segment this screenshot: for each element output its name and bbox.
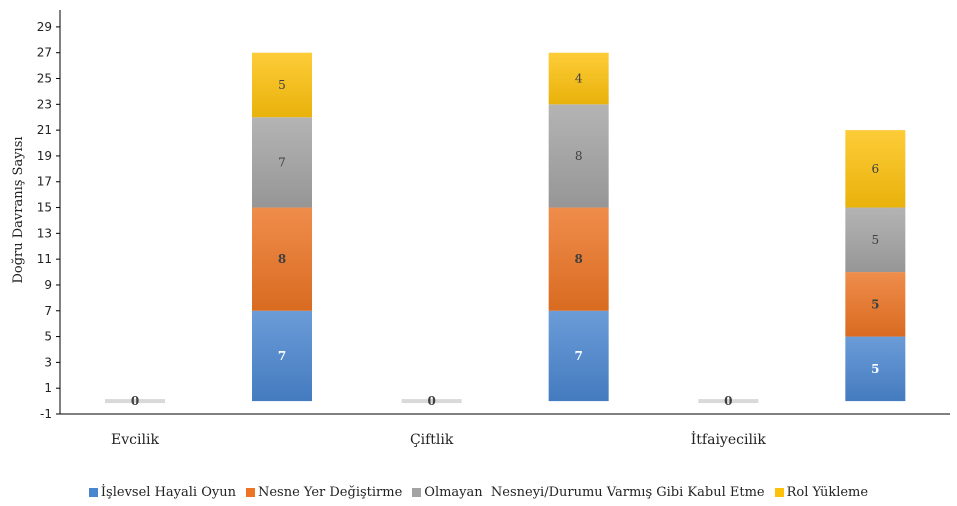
x-tick-label: Çiftlik [410,432,454,448]
x-tick-label: İtfaiyecilik [691,430,767,448]
legend-label: Nesne Yer Değiştirme [257,484,403,500]
data-label: 7 [278,349,286,363]
y-tick-label: 23 [37,97,52,111]
legend-swatch [774,487,784,497]
bar-segment [548,310,609,402]
bar-segment [548,104,609,208]
bar-zero [105,399,165,404]
data-label: 5 [871,362,879,376]
y-tick-label: 3 [44,355,52,369]
legend-item: Olmayan Nesneyi/Durumu Varmış Gibi Kabul… [412,484,765,500]
y-tick-label: -1 [40,407,52,421]
bar-segment [845,130,906,208]
bar-segment [252,310,312,402]
y-tick-label: 5 [44,330,52,344]
data-label: 8 [574,252,582,266]
bar-segment [845,336,906,402]
legend-label: Rol Yükleme [786,484,869,500]
bar-segment [252,117,312,208]
data-label: 0 [724,394,732,408]
x-tick-label: Evcilik [111,432,159,448]
data-label: 5 [871,297,879,311]
bar-zero [401,399,462,404]
data-label: 4 [575,72,583,86]
y-tick-label: 9 [44,278,52,292]
y-tick-label: 11 [37,252,52,266]
legend-label: İşlevsel Hayali Oyun [100,484,236,500]
data-label: 8 [278,252,286,266]
legend-item: Rol Yükleme [774,484,869,500]
y-tick-label: 25 [37,72,52,86]
bar-segment [845,207,906,273]
data-label: 5 [278,78,286,92]
legend-item: Nesne Yer Değiştirme [245,484,403,500]
data-label: 7 [574,349,582,363]
y-tick-label: 15 [37,201,52,215]
y-tick-label: 1 [44,381,52,395]
y-tick-label: 21 [37,123,52,137]
legend-label: Olmayan Nesneyi/Durumu Varmış Gibi Kabul… [424,484,765,500]
legend-swatch [88,487,98,497]
bar-segment [548,52,609,105]
data-label: 7 [278,155,286,169]
bars: 0 7 8 7 5 0 7 8 8 4 0 5 5 5 6 [105,52,906,408]
bar-segment [845,272,906,337]
legend-swatch [412,487,422,497]
data-label: 6 [872,162,880,176]
legend: İşlevsel Hayali Oyun Nesne Yer Değiştirme… [0,482,957,502]
data-label: 5 [872,233,880,247]
data-label: 0 [427,394,435,408]
bar-zero [698,399,759,404]
data-label: 8 [575,149,583,163]
y-tick-label: 19 [37,149,52,163]
legend-swatch [245,487,255,497]
y-tick-label: 7 [44,304,52,318]
y-tick-label: 13 [37,226,52,240]
y-tick-label: 29 [37,20,52,34]
legend-item: İşlevsel Hayali Oyun [88,484,236,500]
bar-segment [252,207,312,311]
y-axis-title: Doğru Davranış Sayısı [11,136,26,283]
y-tick-label: 17 [37,175,52,189]
x-axis: Evcilik Çiftlik İtfaiyecilik [60,413,950,448]
bar-segment [548,207,609,311]
y-tick-label: 27 [37,46,52,60]
data-label: 0 [131,394,139,408]
bar-segment [252,52,312,118]
